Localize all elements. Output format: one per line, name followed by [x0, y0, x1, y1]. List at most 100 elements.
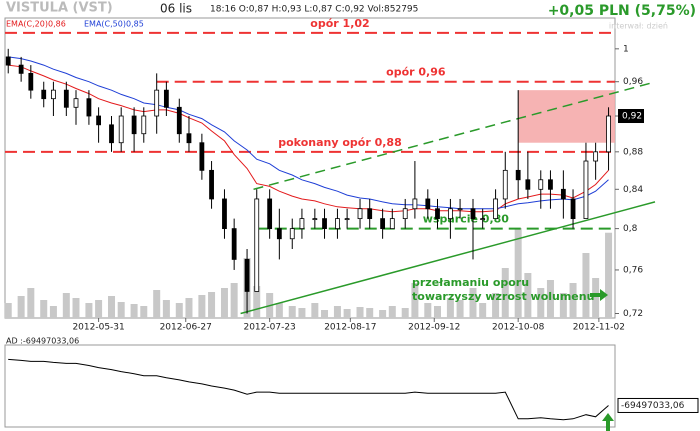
volume-bar — [446, 298, 454, 318]
volume-bar — [559, 293, 567, 318]
candle-body — [548, 179, 553, 190]
candle-body — [412, 198, 418, 210]
candle-body — [118, 115, 124, 144]
candle-body — [367, 208, 373, 220]
volume-bar — [469, 288, 477, 318]
volume-bar — [40, 300, 48, 318]
candle-body — [515, 169, 521, 181]
volume-bar — [198, 295, 206, 318]
level-label: opór 1,02 — [310, 17, 369, 30]
candle-body — [199, 142, 205, 171]
volume-bar — [130, 304, 138, 318]
volume-bar — [343, 309, 351, 318]
volume-bar — [175, 303, 183, 318]
note: przełamaniu oporu — [412, 276, 529, 289]
candle-body — [222, 198, 227, 230]
candle-body — [154, 89, 160, 117]
volume-bar — [592, 278, 600, 318]
title: VISTULA (VST) — [6, 1, 113, 16]
volume-bar — [140, 306, 148, 318]
candle-body — [5, 56, 11, 66]
candle-body — [73, 98, 79, 108]
main-panel — [4, 17, 616, 319]
candle-body — [176, 106, 182, 135]
candle-body — [163, 89, 169, 108]
note: towarzyszy wzrost wolumenu — [412, 290, 594, 303]
volume-bar — [17, 296, 25, 318]
candle-body — [493, 198, 498, 220]
candle-body — [131, 115, 137, 135]
volume-bar — [501, 268, 509, 318]
candle-body — [560, 188, 566, 200]
candle-body — [322, 218, 327, 230]
volume-bar — [220, 288, 228, 318]
date: 06 lis — [160, 2, 192, 16]
ema-line — [8, 56, 609, 210]
candle-body — [335, 218, 340, 230]
candle-body — [402, 208, 408, 220]
y-tick-label: 0,76 — [623, 265, 643, 275]
volume-bar — [85, 303, 93, 318]
candle-body — [276, 228, 282, 240]
volume-bar — [605, 232, 613, 318]
candle-body — [51, 89, 56, 100]
candle-body — [267, 198, 273, 230]
volume-bar — [456, 300, 464, 318]
volume-bar — [524, 273, 532, 318]
volume-bar — [153, 290, 161, 318]
level-label: opór 0,96 — [386, 66, 446, 79]
volume-bar — [4, 303, 12, 318]
candle-body — [470, 208, 476, 220]
candle-body — [312, 218, 318, 221]
candle-body — [570, 198, 576, 220]
candle-body — [447, 208, 453, 220]
x-tick-label: 2012-06-27 — [160, 323, 212, 333]
candle-body — [435, 208, 440, 220]
candle-body — [244, 259, 250, 292]
y-tick-label: 0,96 — [623, 77, 643, 87]
candle-body — [389, 218, 395, 230]
candle-body — [502, 169, 508, 200]
y-tick-label: 0,88 — [623, 147, 643, 157]
quote: 18:16 O:0,87 H:0,93 L:0,87 C:0,92 Vol:85… — [210, 5, 418, 15]
change: +0,05 PLN (5,75%) — [548, 3, 696, 19]
volume-bar — [208, 292, 216, 318]
volume-bar — [569, 283, 577, 318]
legend-ema50: EMA(C,50)0,85 — [84, 20, 144, 29]
candle-body — [425, 198, 431, 210]
volume-bar — [253, 286, 261, 318]
volume-bar — [401, 308, 409, 318]
arrow-up — [602, 413, 614, 431]
volume-bar — [108, 296, 116, 318]
volume-bar — [479, 303, 487, 318]
x-tick-label: 2012-05-31 — [72, 323, 124, 333]
last-price-box — [618, 109, 644, 124]
candle-body — [86, 98, 92, 117]
x-tick-label: 2012-11-02 — [573, 323, 625, 333]
volume-bar — [537, 288, 545, 318]
candle-body — [538, 179, 544, 190]
ad-line — [8, 358, 609, 421]
candle-body — [141, 115, 147, 135]
volume-bar — [333, 306, 341, 318]
trendline — [253, 81, 656, 191]
volume-bar — [424, 303, 432, 318]
x-tick-label: 2012-07-23 — [243, 323, 295, 333]
trendline — [240, 201, 656, 315]
volume-bar — [95, 300, 103, 318]
candle-body — [231, 228, 237, 260]
candle-body — [344, 218, 350, 221]
arrow-right — [590, 289, 608, 301]
candle-body — [18, 64, 24, 74]
interval: interwał: dzień — [609, 22, 668, 31]
legend-ema20: EMA(C,20)0,86 — [6, 20, 66, 29]
volume-bar — [411, 283, 419, 318]
volume-bar — [379, 310, 387, 318]
ad-last-label: -69497033,06 — [621, 401, 685, 411]
plot: 1 0,96 0,92 0,88 0,84 0,8 0,76 0,72 2012-05-31 20… — [4, 17, 699, 421]
candle-body — [289, 228, 295, 240]
candle-body — [41, 89, 47, 100]
candle-body — [254, 198, 260, 292]
volume-bar — [162, 300, 170, 318]
